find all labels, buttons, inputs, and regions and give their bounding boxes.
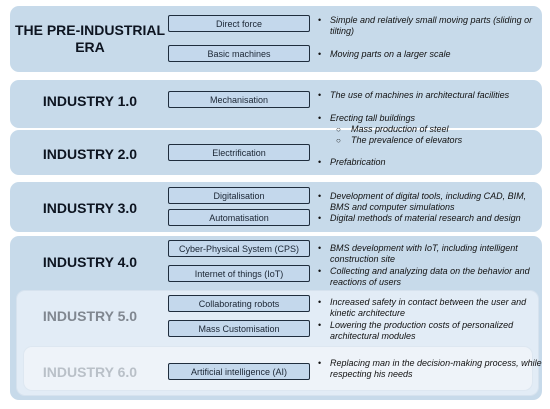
description-item: • Moving parts on a larger scale xyxy=(318,49,451,59)
tech-box-digitalisation: Digitalisation xyxy=(168,187,310,204)
era-title-pre-industrial: THE PRE-INDUSTRIAL ERA xyxy=(14,22,166,55)
tech-box-iot: Internet of things (IoT) xyxy=(168,265,310,282)
tech-box-mass-customisation: Mass Customisation xyxy=(168,320,310,337)
bullet-icon: • xyxy=(318,243,322,253)
tech-box-basic-machines: Basic machines xyxy=(168,45,310,62)
description-item: • Lowering the production costs of perso… xyxy=(318,320,514,341)
bullet-icon: • xyxy=(318,297,322,307)
tech-box-mechanisation: Mechanisation xyxy=(168,91,310,108)
bullet-icon: • xyxy=(318,266,322,276)
tech-box-electrification: Electrification xyxy=(168,144,310,161)
description-item: • The use of machines in architectural f… xyxy=(318,90,510,100)
description-item: • Replacing man in the decision-making p… xyxy=(318,358,542,379)
era-title-industry-6: INDUSTRY 6.0 xyxy=(42,363,138,380)
bullet-icon: • xyxy=(318,157,322,167)
sub-item: ○ Mass production of steel xyxy=(336,124,449,134)
sub-item: ○ The prevalence of elevators xyxy=(336,135,463,145)
description-item: • Development of digital tools, includin… xyxy=(318,191,527,212)
era-title-industry-1: INDUSTRY 1.0 xyxy=(42,92,138,109)
era-title-industry-4: INDUSTRY 4.0 xyxy=(42,253,138,270)
description-item: • Digital methods of material research a… xyxy=(318,213,521,223)
era-title-industry-5: INDUSTRY 5.0 xyxy=(42,307,138,324)
description-item: • Prefabrication xyxy=(318,157,386,167)
circle-bullet-icon: ○ xyxy=(336,125,341,134)
tech-box-artificial-intelligence: Artificial intelligence (AI) xyxy=(168,363,310,380)
circle-bullet-icon: ○ xyxy=(336,136,341,145)
description-item: • Increased safety in contact between th… xyxy=(318,297,527,318)
bullet-icon: • xyxy=(318,191,322,201)
bullet-icon: • xyxy=(318,15,322,25)
bullet-icon: • xyxy=(318,320,322,330)
tech-box-automatisation: Automatisation xyxy=(168,209,310,226)
bullet-icon: • xyxy=(318,113,322,123)
description-item: • Simple and relatively small moving par… xyxy=(318,15,533,36)
bullet-icon: • xyxy=(318,358,322,368)
tech-box-collaborating-robots: Collaborating robots xyxy=(168,295,310,312)
bullet-icon: • xyxy=(318,90,322,100)
era-title-industry-3: INDUSTRY 3.0 xyxy=(42,199,138,216)
bullet-icon: • xyxy=(318,49,322,59)
bullet-icon: • xyxy=(318,213,322,223)
tech-box-direct-force: Direct force xyxy=(168,15,310,32)
era-title-industry-2: INDUSTRY 2.0 xyxy=(42,145,138,162)
description-item: • BMS development with IoT, including in… xyxy=(318,243,518,264)
tech-box-cps: Cyber-Physical System (CPS) xyxy=(168,240,310,257)
description-item: • Collecting and analyzing data on the b… xyxy=(318,266,530,287)
description-item: • Erecting tall buildings xyxy=(318,113,416,123)
